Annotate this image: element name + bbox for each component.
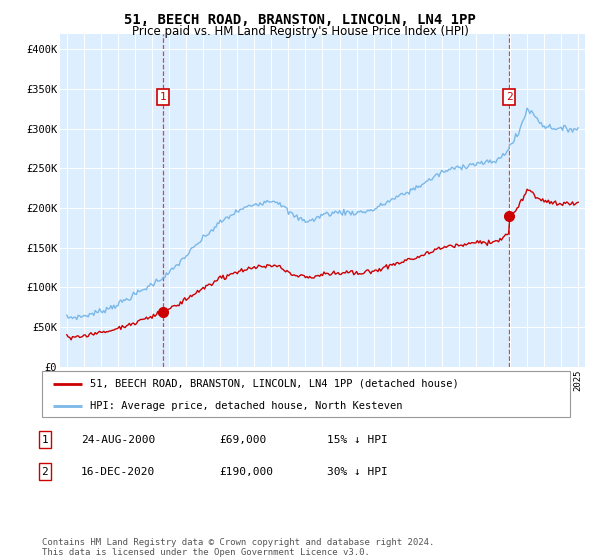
Text: Price paid vs. HM Land Registry's House Price Index (HPI): Price paid vs. HM Land Registry's House … — [131, 25, 469, 38]
Text: 30% ↓ HPI: 30% ↓ HPI — [327, 466, 388, 477]
Text: 2: 2 — [506, 92, 512, 102]
Text: 24-AUG-2000: 24-AUG-2000 — [81, 435, 155, 445]
FancyBboxPatch shape — [42, 371, 570, 417]
Text: Contains HM Land Registry data © Crown copyright and database right 2024.
This d: Contains HM Land Registry data © Crown c… — [42, 538, 434, 557]
Text: 1: 1 — [41, 435, 49, 445]
Text: HPI: Average price, detached house, North Kesteven: HPI: Average price, detached house, Nort… — [89, 401, 402, 410]
Text: 2: 2 — [41, 466, 49, 477]
Text: £190,000: £190,000 — [219, 466, 273, 477]
Text: 51, BEECH ROAD, BRANSTON, LINCOLN, LN4 1PP (detached house): 51, BEECH ROAD, BRANSTON, LINCOLN, LN4 1… — [89, 379, 458, 389]
Text: 15% ↓ HPI: 15% ↓ HPI — [327, 435, 388, 445]
Text: 51, BEECH ROAD, BRANSTON, LINCOLN, LN4 1PP: 51, BEECH ROAD, BRANSTON, LINCOLN, LN4 1… — [124, 13, 476, 27]
Text: £69,000: £69,000 — [219, 435, 266, 445]
Text: 1: 1 — [160, 92, 167, 102]
Text: 16-DEC-2020: 16-DEC-2020 — [81, 466, 155, 477]
